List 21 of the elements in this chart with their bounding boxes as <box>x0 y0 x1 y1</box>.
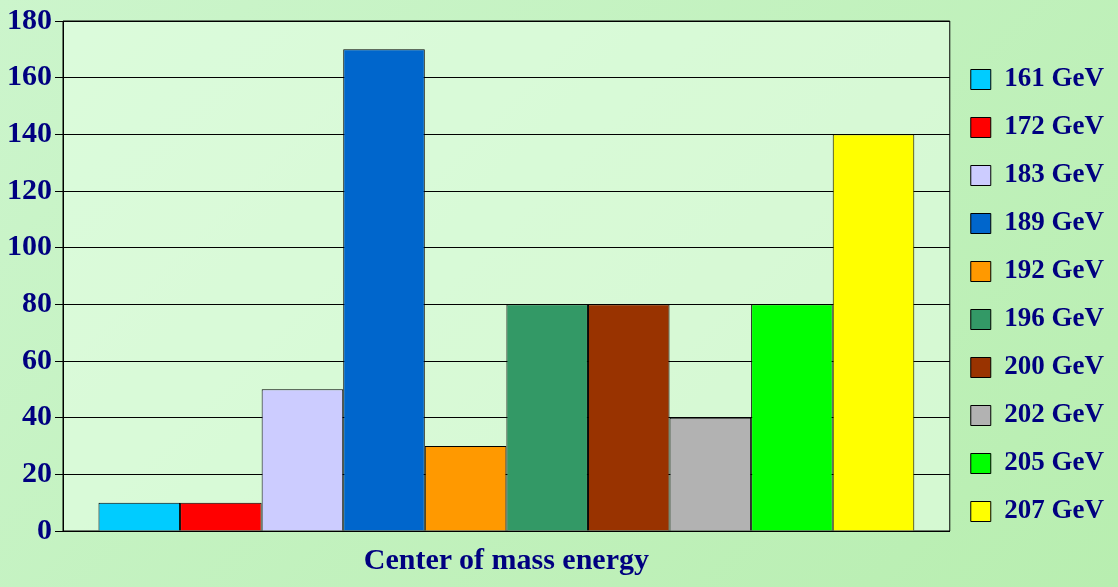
y-tick-label: 0 <box>37 511 52 545</box>
legend-label: 205 GeV <box>1004 446 1105 477</box>
y-tick-label: 180 <box>7 1 52 35</box>
legend-label: 207 GeV <box>1004 494 1105 525</box>
legend-label: 202 GeV <box>1004 398 1105 429</box>
y-tick-label: 120 <box>7 171 52 205</box>
y-tick-label: 160 <box>7 58 52 92</box>
legend-label: 196 GeV <box>1004 302 1105 333</box>
x-axis-title: Center of mass energy <box>363 541 649 575</box>
legend-label: 172 GeV <box>1004 110 1105 141</box>
y-tick-label: 40 <box>22 398 52 432</box>
y-tick-label: 60 <box>22 341 52 375</box>
legend-label: 200 GeV <box>1004 350 1105 381</box>
legend-label: 189 GeV <box>1004 206 1105 237</box>
y-tick-label: 20 <box>22 455 52 489</box>
legend-label: 183 GeV <box>1004 158 1105 189</box>
y-tick-label: 100 <box>7 228 52 262</box>
legend-label: 192 GeV <box>1004 254 1105 285</box>
y-tick-label: 140 <box>7 115 52 149</box>
y-tick-label: 80 <box>22 285 52 319</box>
legend-label: 161 GeV <box>1004 62 1105 93</box>
